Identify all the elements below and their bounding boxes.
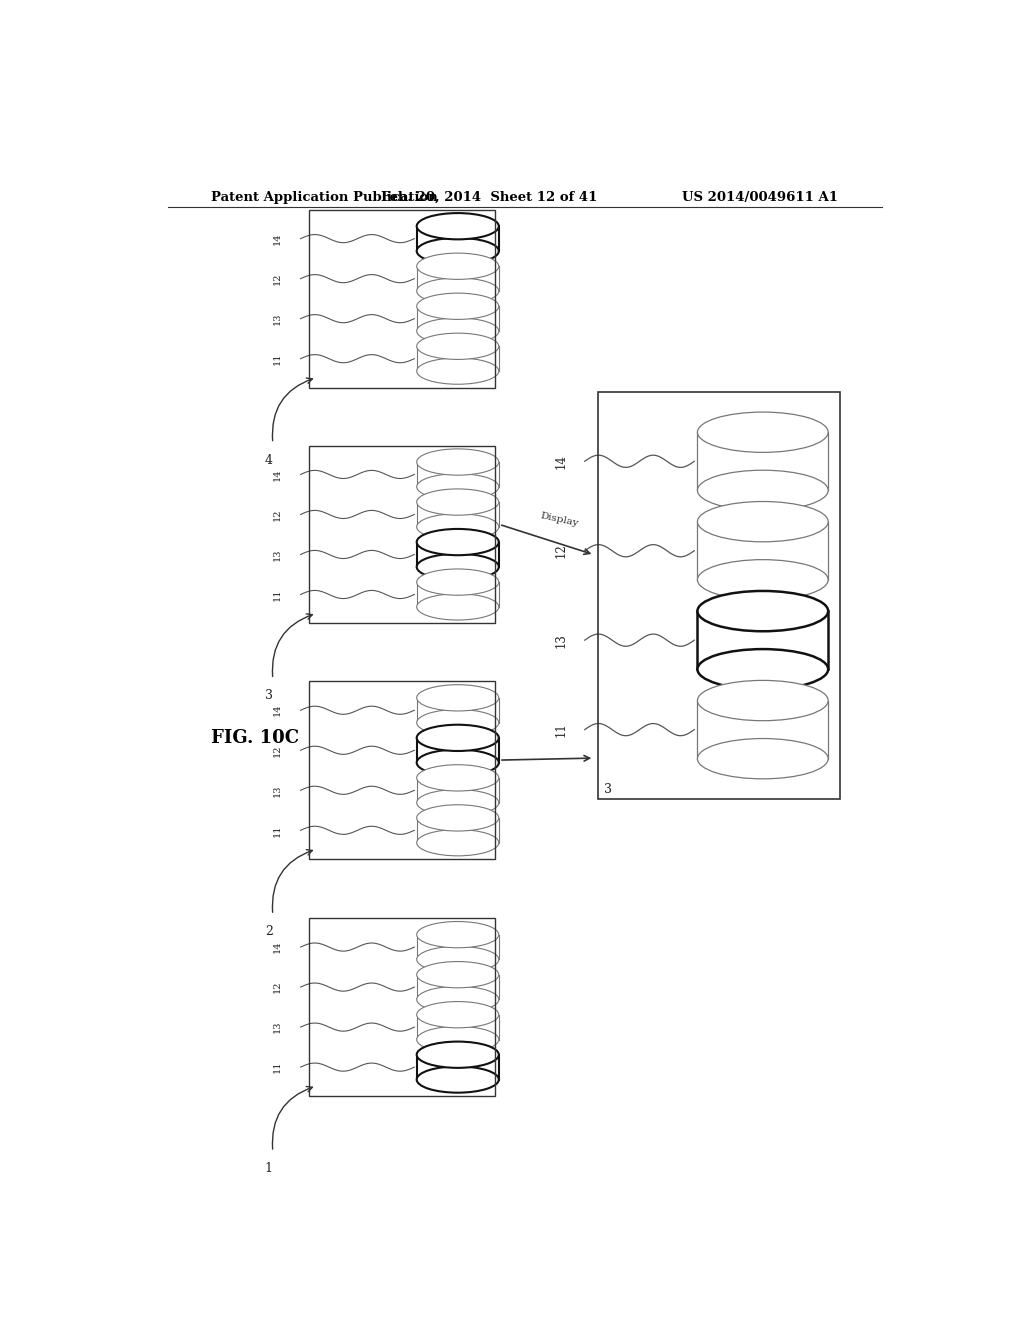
Ellipse shape (417, 333, 499, 359)
Text: US 2014/0049611 A1: US 2014/0049611 A1 (682, 191, 839, 203)
Text: 14: 14 (272, 941, 282, 953)
Ellipse shape (417, 554, 499, 579)
Polygon shape (417, 226, 499, 251)
Text: 3: 3 (604, 784, 611, 796)
Ellipse shape (417, 1067, 499, 1093)
Ellipse shape (697, 680, 828, 721)
Ellipse shape (417, 318, 499, 345)
Text: 12: 12 (555, 544, 567, 558)
Ellipse shape (697, 502, 828, 541)
Text: 1: 1 (265, 1162, 272, 1175)
Ellipse shape (697, 412, 828, 453)
Text: 14: 14 (272, 232, 282, 246)
Text: 11: 11 (272, 589, 282, 601)
Text: 14: 14 (555, 454, 567, 469)
Polygon shape (417, 346, 499, 371)
Ellipse shape (417, 594, 499, 620)
Polygon shape (417, 1055, 499, 1080)
Ellipse shape (417, 279, 499, 304)
Polygon shape (697, 701, 828, 759)
Ellipse shape (417, 474, 499, 500)
Text: 3: 3 (265, 689, 272, 702)
Ellipse shape (697, 470, 828, 511)
Polygon shape (697, 432, 828, 490)
Ellipse shape (417, 829, 499, 855)
Text: 13: 13 (272, 313, 282, 325)
Polygon shape (697, 521, 828, 579)
Text: 11: 11 (272, 824, 282, 837)
Polygon shape (417, 974, 499, 999)
Polygon shape (417, 267, 499, 290)
Polygon shape (417, 502, 499, 527)
Polygon shape (417, 698, 499, 722)
Ellipse shape (417, 529, 499, 556)
Ellipse shape (417, 789, 499, 816)
Text: 11: 11 (272, 352, 282, 364)
Ellipse shape (417, 921, 499, 948)
Ellipse shape (417, 805, 499, 832)
Ellipse shape (417, 213, 499, 239)
Text: 14: 14 (272, 469, 282, 480)
Ellipse shape (417, 449, 499, 475)
Ellipse shape (417, 238, 499, 264)
Ellipse shape (417, 710, 499, 735)
Ellipse shape (417, 293, 499, 319)
Ellipse shape (417, 513, 499, 540)
Polygon shape (417, 582, 499, 607)
Ellipse shape (417, 358, 499, 384)
Ellipse shape (697, 738, 828, 779)
Ellipse shape (417, 1041, 499, 1068)
Text: 12: 12 (272, 508, 282, 520)
Text: 2: 2 (265, 925, 272, 939)
Text: 11: 11 (272, 1061, 282, 1073)
Polygon shape (417, 777, 499, 803)
Text: Feb. 20, 2014  Sheet 12 of 41: Feb. 20, 2014 Sheet 12 of 41 (381, 191, 597, 203)
Ellipse shape (697, 591, 828, 631)
Polygon shape (417, 935, 499, 960)
Text: Patent Application Publication: Patent Application Publication (211, 191, 438, 203)
Ellipse shape (417, 986, 499, 1012)
Ellipse shape (417, 1002, 499, 1028)
Polygon shape (697, 611, 828, 669)
Text: 13: 13 (555, 632, 567, 648)
Polygon shape (417, 462, 499, 487)
Text: 12: 12 (272, 744, 282, 756)
Text: 13: 13 (272, 1020, 282, 1034)
Polygon shape (417, 543, 499, 566)
Ellipse shape (417, 488, 499, 515)
Text: 4: 4 (265, 454, 272, 467)
Text: 13: 13 (272, 548, 282, 561)
Polygon shape (417, 738, 499, 763)
Ellipse shape (417, 946, 499, 973)
Ellipse shape (417, 961, 499, 987)
Ellipse shape (697, 649, 828, 689)
Polygon shape (417, 1015, 499, 1040)
Text: 12: 12 (272, 981, 282, 994)
Ellipse shape (417, 1027, 499, 1052)
Polygon shape (417, 818, 499, 842)
Text: 12: 12 (272, 272, 282, 285)
Text: 13: 13 (272, 784, 282, 796)
Text: 11: 11 (555, 722, 567, 737)
Text: 14: 14 (272, 704, 282, 717)
Ellipse shape (417, 685, 499, 711)
Text: Display: Display (540, 511, 580, 528)
Polygon shape (417, 306, 499, 331)
Ellipse shape (417, 253, 499, 280)
Ellipse shape (697, 560, 828, 601)
Ellipse shape (417, 764, 499, 791)
Ellipse shape (417, 750, 499, 776)
Text: FIG. 10C: FIG. 10C (211, 729, 299, 747)
Ellipse shape (417, 725, 499, 751)
Ellipse shape (417, 569, 499, 595)
